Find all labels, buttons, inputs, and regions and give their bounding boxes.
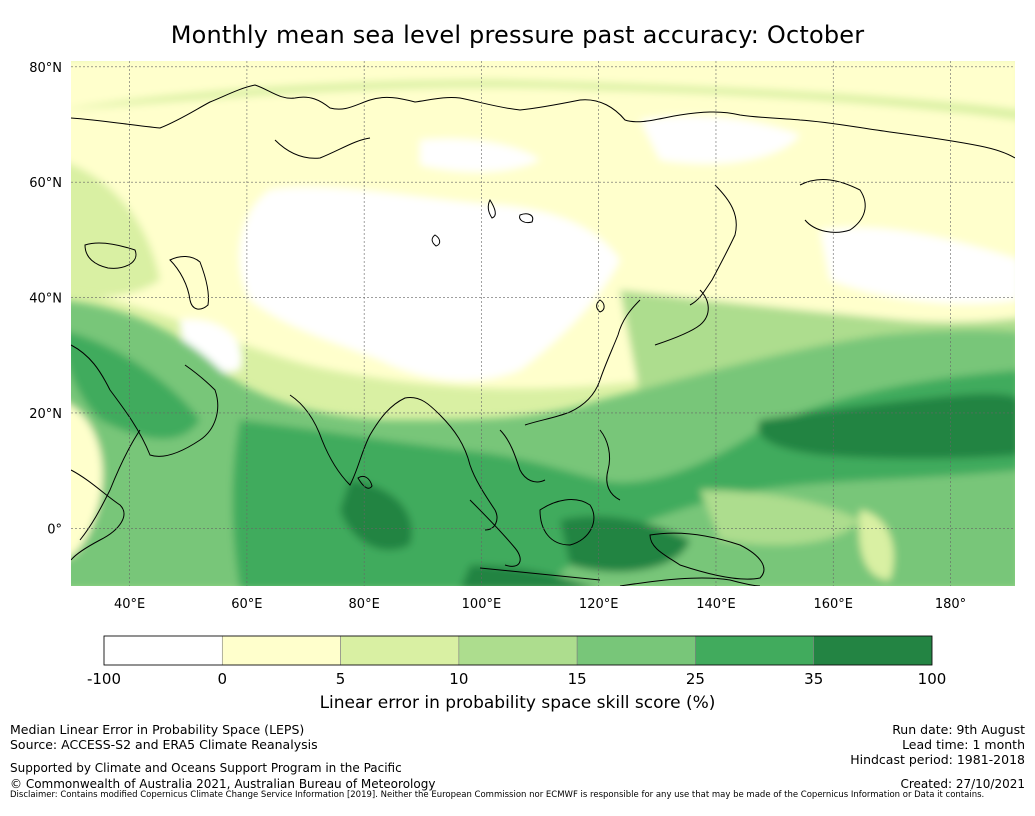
colorbar-tick-label: 0 bbox=[218, 670, 228, 688]
latitude-label: 40°N bbox=[29, 292, 62, 307]
colorbar-segment bbox=[576, 635, 696, 666]
colorbar-segment bbox=[221, 635, 341, 666]
colorbar-segment bbox=[813, 635, 933, 666]
colorbar-outline bbox=[103, 635, 933, 666]
colorbar-tick-label: 35 bbox=[804, 670, 823, 688]
colorbar-segment bbox=[695, 635, 815, 666]
longitude-label: 80°E bbox=[349, 597, 380, 612]
longitude-label: 160°E bbox=[813, 597, 853, 612]
colorbar-tick-label: 15 bbox=[568, 670, 587, 688]
footer-hindcast: Hindcast period: 1981-2018 bbox=[850, 752, 1025, 767]
longitude-label: 60°E bbox=[231, 597, 262, 612]
colorbar-segment bbox=[340, 635, 460, 666]
footer-copyright: © Commonwealth of Australia 2021, Austra… bbox=[10, 777, 436, 791]
map-gridlines bbox=[71, 61, 1015, 586]
colorbar-tick-label: 100 bbox=[918, 670, 947, 688]
colorbar-tick-label: -100 bbox=[87, 670, 121, 688]
colorbar-tick-label: 25 bbox=[686, 670, 705, 688]
footer-support: Supported by Climate and Oceans Support … bbox=[10, 761, 402, 775]
footer-run-date: Run date: 9th August bbox=[892, 722, 1025, 737]
latitude-label: 60°N bbox=[29, 176, 62, 191]
colorbar bbox=[103, 635, 933, 666]
footer-created: Created: 27/10/2021 bbox=[900, 777, 1025, 791]
skill-field bbox=[71, 61, 1015, 586]
footer-lead-time: Lead time: 1 month bbox=[902, 737, 1025, 752]
longitude-label: 180° bbox=[935, 597, 966, 612]
latitude-label: 0° bbox=[47, 522, 62, 537]
longitude-labels: 40°E 60°E 80°E 100°E 120°E 140°E 160°E 180° bbox=[114, 597, 966, 612]
latitude-label: 20°N bbox=[29, 407, 62, 422]
colorbar-segment bbox=[458, 635, 578, 666]
latitude-label: 80°N bbox=[29, 61, 62, 76]
map-title: Monthly mean sea level pressure past acc… bbox=[170, 21, 865, 49]
colorbar-title: Linear error in probability space skill … bbox=[319, 693, 716, 713]
footer-source: Source: ACCESS-S2 and ERA5 Climate Reana… bbox=[10, 737, 318, 752]
coastlines bbox=[71, 84, 1015, 586]
colorbar-tick-label: 5 bbox=[336, 670, 346, 688]
map-figure: 80°N 60°N 40°N 20°N 0° 40°E 60°E 80°E 100°E 120°… bbox=[29, 61, 1015, 688]
longitude-label: 140°E bbox=[696, 597, 736, 612]
longitude-label: 40°E bbox=[114, 597, 145, 612]
longitude-label: 100°E bbox=[462, 597, 502, 612]
footer-leps-title: Median Linear Error in Probability Space… bbox=[10, 722, 305, 737]
colorbar-tick-labels: -100 0 5 10 15 25 35 100 bbox=[87, 670, 946, 688]
colorbar-tick-label: 10 bbox=[449, 670, 468, 688]
colorbar-segment bbox=[103, 635, 223, 666]
latitude-labels: 80°N 60°N 40°N 20°N 0° bbox=[29, 61, 62, 538]
footer-disclaimer: Disclaimer: Contains modified Copernicus… bbox=[10, 790, 985, 800]
longitude-label: 120°E bbox=[579, 597, 619, 612]
